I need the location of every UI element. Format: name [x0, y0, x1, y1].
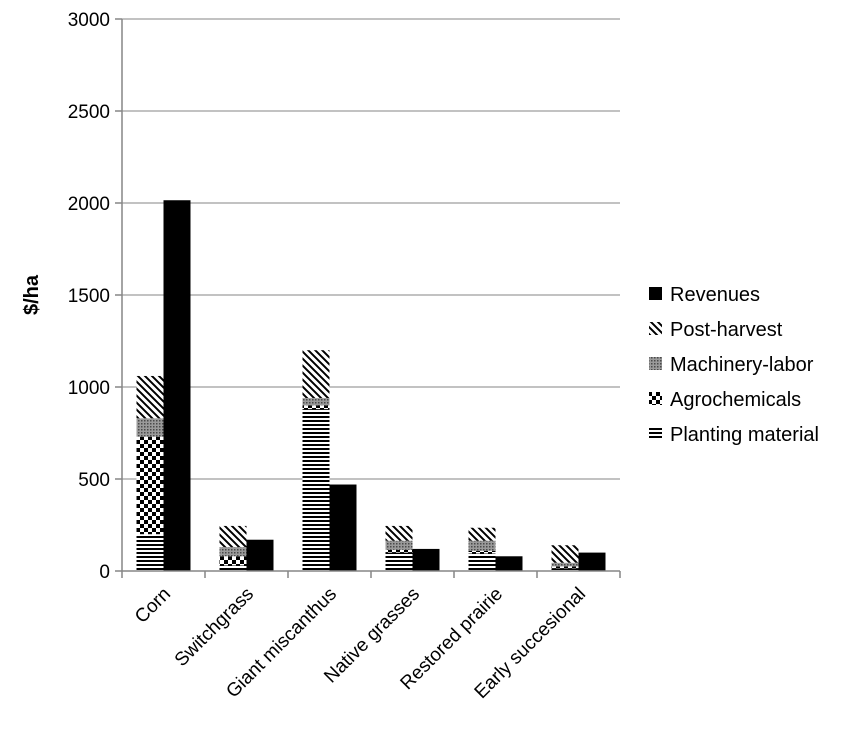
bar-revenues-4 — [495, 556, 523, 571]
bar-agrochemicals-4 — [468, 550, 496, 554]
y-tick-label: 0 — [99, 562, 110, 583]
y-tick-label: 1500 — [68, 286, 110, 307]
legend-label: Post-harvest — [670, 319, 783, 341]
bar-agrochemicals-2 — [302, 405, 330, 410]
bar-planting-material-1 — [219, 565, 247, 571]
gridlines — [122, 18, 620, 480]
bar-agrochemicals-5 — [551, 566, 579, 569]
bar-machinery-labor-0 — [136, 418, 164, 437]
bar-machinery-labor-1 — [219, 547, 247, 557]
y-tick-label: 1000 — [68, 378, 110, 399]
bar-planting-material-4 — [468, 553, 496, 571]
y-tick-label: 3000 — [68, 10, 110, 31]
bar-revenues-3 — [412, 548, 440, 571]
legend-label: Machinery-labor — [670, 354, 814, 376]
legend: Revenues Post-harvest Machinery-labor Agroc… — [649, 284, 819, 446]
bar-planting-material-5 — [551, 568, 579, 571]
y-tick-label: 500 — [78, 470, 110, 491]
bar-machinery-labor-4 — [468, 540, 496, 551]
bar-post-harvest-2 — [302, 350, 330, 399]
bar-revenues-2 — [329, 484, 357, 571]
bar-post-harvest-3 — [385, 525, 413, 541]
y-tick-label: 2500 — [68, 102, 110, 123]
legend-swatch — [649, 427, 662, 440]
legend-swatch — [649, 287, 662, 300]
legend-swatch — [649, 322, 662, 335]
legend-label: Planting material — [670, 424, 819, 446]
x-tick-label: Switchgrass — [171, 584, 258, 671]
bar-machinery-labor-5 — [551, 562, 579, 567]
bar-planting-material-0 — [136, 534, 164, 571]
bar-post-harvest-0 — [136, 375, 164, 419]
bar-post-harvest-4 — [468, 527, 496, 541]
bars — [136, 200, 606, 572]
bar-agrochemicals-3 — [385, 549, 413, 553]
bar-agrochemicals-1 — [219, 556, 247, 566]
legend-swatch — [649, 392, 662, 405]
bar-machinery-labor-2 — [302, 398, 330, 406]
bar-revenues-1 — [246, 539, 274, 571]
legend-label: Revenues — [670, 284, 760, 306]
legend-label: Agrochemicals — [670, 389, 801, 411]
x-tick-label: Corn — [131, 584, 175, 628]
bar-revenues-0 — [163, 200, 191, 572]
y-tick-labels: 0 500 1000 1500 2000 2500 3000 — [68, 10, 122, 583]
bar-revenues-5 — [578, 552, 606, 571]
legend-swatch — [649, 357, 662, 370]
bar-post-harvest-1 — [219, 525, 247, 548]
y-tick-label: 2000 — [68, 194, 110, 215]
bar-machinery-labor-3 — [385, 540, 413, 550]
bar-agrochemicals-0 — [136, 436, 164, 535]
bar-planting-material-2 — [302, 409, 330, 571]
y-axis-title: $/ha — [21, 274, 43, 315]
bar-post-harvest-5 — [551, 545, 579, 563]
bar-planting-material-3 — [385, 552, 413, 571]
